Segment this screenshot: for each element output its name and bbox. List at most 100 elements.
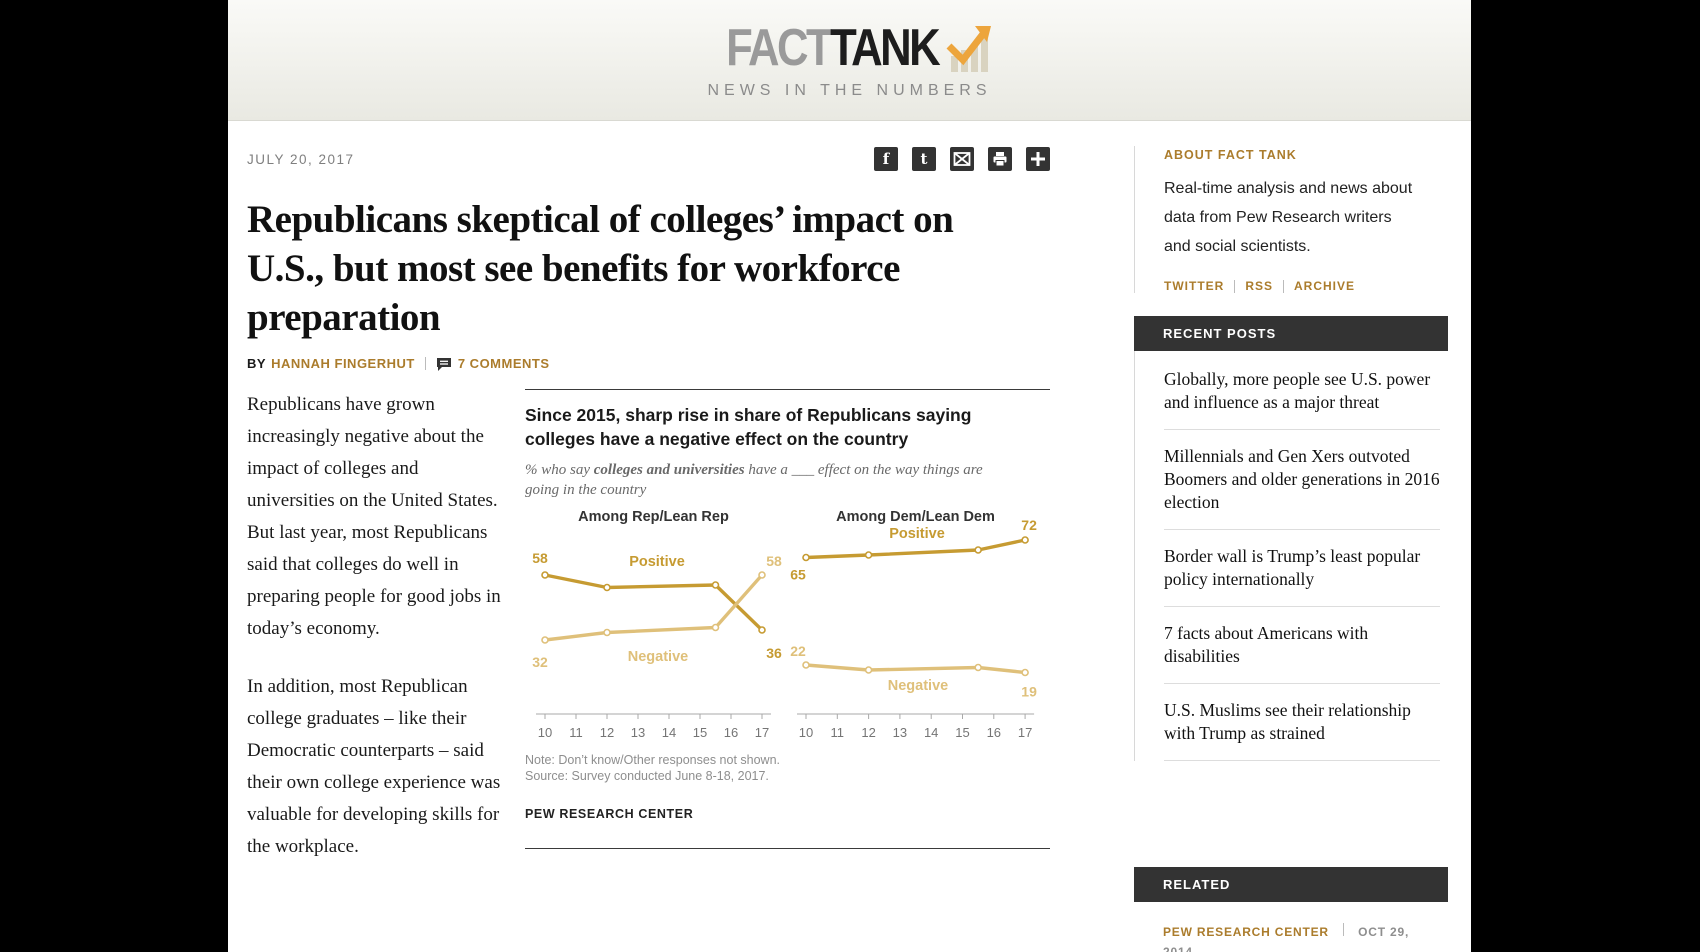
value-label: 22 <box>790 643 806 659</box>
list-item[interactable]: Globally, more people see U.S. power and… <box>1164 369 1431 412</box>
data-point <box>758 626 766 634</box>
axis-tick-label: 16 <box>724 725 738 740</box>
data-point <box>711 623 720 632</box>
twitter-share-icon[interactable]: t <box>912 147 936 171</box>
series-label: Negative <box>628 649 688 665</box>
value-label: 36 <box>766 645 782 661</box>
chart-source-line: Source: Survey conducted June 8-18, 2017… <box>525 769 769 783</box>
axis-tick-label: 14 <box>924 725 938 740</box>
axis-tick-label: 12 <box>600 725 614 740</box>
email-share-icon[interactable] <box>950 147 974 171</box>
chart-subtitle: % who say colleges and universities have… <box>525 460 1005 500</box>
axis-tick-label: 15 <box>955 725 969 740</box>
data-point <box>711 581 720 589</box>
about-links: TWITTER RSS ARCHIVE <box>1164 279 1448 293</box>
comments-link[interactable]: 7 COMMENTS <box>436 356 550 371</box>
masthead: FACTTANK NEWS IN THE NUMBERS <box>228 0 1471 121</box>
data-point <box>864 666 873 674</box>
related-section: RELATED PEW RESEARCH CENTER OCT 29, 2014 <box>1134 867 1448 952</box>
about-facttank-section: ABOUT FACT TANK Real-time analysis and n… <box>1134 146 1448 293</box>
print-icon[interactable] <box>988 147 1012 171</box>
archive-link[interactable]: ARCHIVE <box>1294 279 1356 293</box>
data-point <box>541 636 549 644</box>
related-source: PEW RESEARCH CENTER <box>1163 925 1329 939</box>
related-separator <box>1343 923 1345 936</box>
rss-link[interactable]: RSS <box>1245 279 1274 293</box>
value-label: 72 <box>1021 517 1037 533</box>
page-title: Republicans skeptical of colleges’ impac… <box>247 198 954 339</box>
post-divider <box>1164 683 1440 684</box>
article-body: Since 2015, sharp rise in share of Repub… <box>247 389 1050 863</box>
data-point <box>802 553 810 562</box>
axis-tick-label: 16 <box>987 725 1001 740</box>
data-point <box>864 551 873 559</box>
data-point <box>974 546 982 554</box>
list-item[interactable]: Border wall is Trump’s least popular pol… <box>1164 546 1421 589</box>
series-label: Negative <box>888 678 948 694</box>
data-point <box>1021 536 1029 544</box>
chart-subtitle-bold: colleges and universities <box>593 462 745 478</box>
data-line <box>804 538 1027 560</box>
list-item[interactable]: 7 facts about Americans with disabilitie… <box>1164 623 1369 666</box>
related-header: RELATED <box>1134 867 1448 902</box>
date-row: JULY 20, 2017 f t <box>247 146 1050 172</box>
comment-bubble-icon <box>436 357 451 371</box>
link-separator <box>1283 279 1285 293</box>
more-share-icon[interactable] <box>1026 147 1050 171</box>
value-label: 65 <box>790 567 806 583</box>
masthead-tagline: NEWS IN THE NUMBERS <box>707 82 992 99</box>
article-date: JULY 20, 2017 <box>247 151 355 167</box>
chart-subtitle-prefix: % who say <box>525 462 594 478</box>
axis-tick-label: 14 <box>662 725 676 740</box>
recent-posts-list: Globally, more people see U.S. power and… <box>1134 351 1448 761</box>
post-divider <box>1164 760 1440 761</box>
link-separator <box>1234 279 1236 293</box>
axis-tick-label: 15 <box>693 725 707 740</box>
facebook-share-icon[interactable]: f <box>874 147 898 171</box>
data-point <box>802 661 810 669</box>
axis-tick-label: 12 <box>861 725 875 740</box>
facttank-logo[interactable]: FACTTANK <box>228 0 1471 74</box>
data-point <box>758 571 766 579</box>
value-label: 19 <box>1021 684 1037 700</box>
axis-tick-label: 17 <box>1018 725 1032 740</box>
sidebar: ABOUT FACT TANK Real-time analysis and n… <box>1134 146 1448 952</box>
axis-tick-label: 13 <box>631 725 645 740</box>
data-point <box>541 571 549 579</box>
post-divider <box>1164 606 1440 607</box>
share-toolbar: f t <box>874 147 1050 171</box>
related-item[interactable]: PEW RESEARCH CENTER OCT 29, 2014 <box>1134 902 1413 952</box>
bar-chart-arrow-icon <box>946 26 991 72</box>
value-label: 58 <box>532 550 548 566</box>
chart-title: Since 2015, sharp rise in share of Repub… <box>525 405 972 449</box>
data-point <box>603 628 611 637</box>
twitter-link[interactable]: TWITTER <box>1164 279 1225 293</box>
byline: BY HANNAH FINGERHUT 7 COMMENTS <box>247 356 1050 371</box>
paragraph: In addition, most Republican college gra… <box>247 676 501 857</box>
list-item[interactable]: Millennials and Gen Xers outvoted Boomer… <box>1164 446 1440 512</box>
related-date: OCT 29, 2014 <box>1163 925 1410 952</box>
series-label: Positive <box>889 526 945 542</box>
axis-tick-label: 10 <box>538 725 552 740</box>
value-label: 58 <box>766 553 782 569</box>
about-text: Real-time analysis and news about data f… <box>1164 180 1413 255</box>
about-header: ABOUT FACT TANK <box>1164 148 1297 162</box>
chart-note-line: Note: Don’t know/Other responses not sho… <box>525 753 780 767</box>
data-point <box>1021 668 1029 677</box>
data-line <box>804 663 1027 675</box>
chart-credit: PEW RESEARCH CENTER <box>525 807 694 821</box>
data-point <box>974 663 982 672</box>
chart-note: Note: Don’t know/Other responses not sho… <box>525 752 1050 784</box>
axis-tick-label: 11 <box>569 725 583 740</box>
list-item[interactable]: U.S. Muslims see their relationship with… <box>1164 700 1411 743</box>
series-label: Positive <box>629 554 685 570</box>
content-area: FACTTANK NEWS IN THE NUMBERS JULY 20, 20… <box>228 0 1471 952</box>
paragraph: Republicans have grown increasingly nega… <box>247 394 501 639</box>
author-link[interactable]: HANNAH FINGERHUT <box>271 356 415 371</box>
axis-tick-label: 10 <box>799 725 813 740</box>
chart-subtitle-suffix: have a ___ effect on the way things are … <box>525 462 983 498</box>
panel-header: Among Dem/Lean Dem <box>836 509 995 525</box>
post-divider <box>1164 429 1440 430</box>
data-line <box>543 573 764 632</box>
